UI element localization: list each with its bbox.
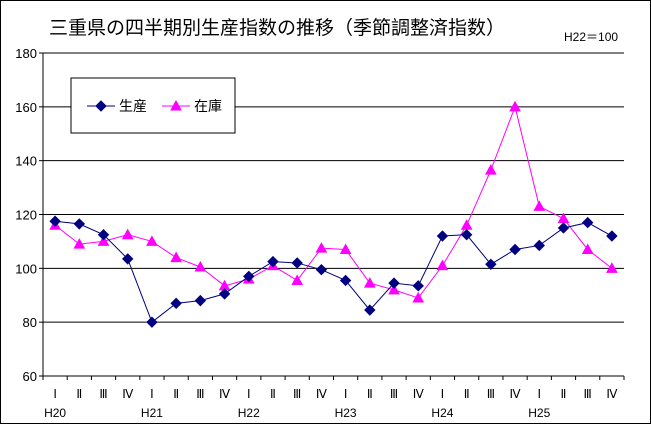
series-line-0 bbox=[55, 220, 613, 323]
data-point-0-9 bbox=[267, 255, 279, 268]
data-point-0-21 bbox=[557, 222, 570, 234]
data-point-0-16 bbox=[436, 230, 449, 242]
data-point-0-2 bbox=[97, 228, 110, 241]
data-point-1-17 bbox=[460, 219, 473, 230]
data-point-1-6 bbox=[194, 260, 207, 272]
grid-lines bbox=[43, 52, 624, 323]
series-line-1 bbox=[54, 105, 613, 299]
y-tick-label-140: 140 bbox=[15, 154, 37, 169]
data-point-0-19 bbox=[509, 243, 521, 256]
x-tick-label-10: Ⅲ bbox=[293, 387, 301, 401]
x-tick-label-2: Ⅲ bbox=[99, 387, 107, 401]
data-point-1-12 bbox=[339, 243, 352, 254]
data-point-0-13 bbox=[364, 304, 376, 316]
base-year-note: H22＝100 bbox=[564, 30, 619, 44]
y-tick-label-160: 160 bbox=[15, 100, 37, 115]
series-inventory bbox=[49, 100, 618, 303]
data-point-1-14 bbox=[388, 283, 400, 295]
data-point-0-8 bbox=[243, 270, 255, 283]
legend: 生産 在庫 bbox=[70, 77, 236, 134]
data-point-0-10 bbox=[291, 257, 303, 269]
data-point-0-20 bbox=[533, 239, 545, 252]
x-tick-label-20: Ⅰ bbox=[537, 387, 541, 401]
legend-item-inventory-marker bbox=[170, 99, 182, 111]
x-tick-label-18: Ⅲ bbox=[487, 387, 495, 401]
x-tick-label-4: Ⅰ bbox=[150, 387, 154, 401]
data-point-1-19 bbox=[509, 100, 521, 112]
x-year-label-H21: H21 bbox=[141, 406, 163, 420]
data-point-0-3 bbox=[122, 253, 134, 265]
x-tick-label-5: Ⅱ bbox=[173, 387, 179, 401]
data-point-1-1 bbox=[73, 238, 86, 249]
x-tick-label-9: Ⅱ bbox=[270, 387, 276, 401]
x-tick-label-19: Ⅳ bbox=[510, 387, 521, 401]
x-tick-label-1: Ⅱ bbox=[76, 387, 82, 401]
data-point-0-5 bbox=[170, 297, 182, 310]
data-point-1-10 bbox=[291, 274, 304, 285]
data-point-0-12 bbox=[339, 274, 352, 287]
y-tick-label-120: 120 bbox=[15, 208, 37, 223]
x-tick-label-3: Ⅳ bbox=[122, 387, 133, 401]
data-point-1-18 bbox=[485, 164, 497, 175]
x-tick-label-12: Ⅰ bbox=[344, 387, 348, 401]
x-tick-label-0: Ⅰ bbox=[53, 387, 57, 401]
x-tick-label-22: Ⅲ bbox=[584, 387, 592, 401]
y-tick-label-180: 180 bbox=[15, 46, 37, 61]
x-year-label-H20: H20 bbox=[44, 406, 66, 420]
data-point-1-11 bbox=[315, 242, 328, 253]
data-point-1-23 bbox=[606, 262, 618, 273]
data-point-0-15 bbox=[412, 280, 424, 292]
x-year-label-H22: H22 bbox=[238, 406, 260, 420]
data-point-1-4 bbox=[146, 235, 158, 246]
data-point-1-2 bbox=[97, 235, 110, 246]
y-tick-label-60: 60 bbox=[23, 369, 37, 384]
x-tick-label-21: Ⅱ bbox=[561, 387, 567, 401]
x-tick-label-13: Ⅱ bbox=[367, 387, 373, 401]
x-tick-label-17: Ⅱ bbox=[464, 387, 470, 401]
x-tick-label-7: Ⅳ bbox=[219, 387, 230, 401]
data-point-0-14 bbox=[388, 277, 400, 289]
data-point-1-20 bbox=[533, 200, 546, 211]
series-production bbox=[49, 215, 618, 328]
data-point-1-22 bbox=[581, 243, 594, 254]
data-point-0-0 bbox=[49, 215, 61, 227]
x-year-label-H24: H24 bbox=[431, 406, 453, 420]
x-tick-label-8: Ⅰ bbox=[247, 387, 251, 401]
x-year-label-H23: H23 bbox=[335, 406, 357, 420]
x-tick-label-23: Ⅳ bbox=[606, 387, 617, 401]
x-tick-label-15: Ⅳ bbox=[413, 387, 424, 401]
data-point-0-23 bbox=[606, 230, 618, 242]
x-tick-label-14: Ⅲ bbox=[390, 387, 398, 401]
data-point-0-22 bbox=[581, 216, 594, 229]
data-point-1-3 bbox=[121, 228, 134, 240]
y-tick-label-80: 80 bbox=[23, 315, 37, 330]
data-point-0-4 bbox=[146, 316, 158, 328]
y-tick-label-100: 100 bbox=[15, 261, 37, 276]
chart-title: 三重県の四半期別生産指数の推移（季節調整済指数） bbox=[49, 17, 506, 39]
x-year-label-H25: H25 bbox=[528, 406, 550, 420]
legend-item-production-marker bbox=[95, 100, 107, 112]
y-tick-labels: 60 80 100 120 140 160 180 bbox=[15, 46, 37, 384]
data-point-0-7 bbox=[218, 288, 231, 300]
data-series bbox=[49, 100, 618, 328]
x-tick-label-11: Ⅳ bbox=[316, 387, 327, 401]
x-tick-label-16: Ⅰ bbox=[441, 387, 445, 401]
data-point-0-11 bbox=[315, 263, 328, 276]
data-point-1-15 bbox=[412, 291, 425, 303]
legend-item-inventory-label: 在庫 bbox=[194, 98, 222, 115]
data-point-1-13 bbox=[363, 277, 376, 288]
data-point-0-6 bbox=[194, 294, 207, 307]
data-point-0-18 bbox=[485, 258, 497, 271]
data-point-0-17 bbox=[460, 228, 473, 241]
x-tick-label-6: Ⅲ bbox=[196, 387, 204, 401]
axes bbox=[39, 52, 625, 380]
data-point-1-16 bbox=[436, 259, 449, 271]
legend-item-production-label: 生産 bbox=[119, 99, 147, 115]
data-point-0-1 bbox=[73, 218, 86, 230]
data-point-1-5 bbox=[170, 251, 182, 263]
